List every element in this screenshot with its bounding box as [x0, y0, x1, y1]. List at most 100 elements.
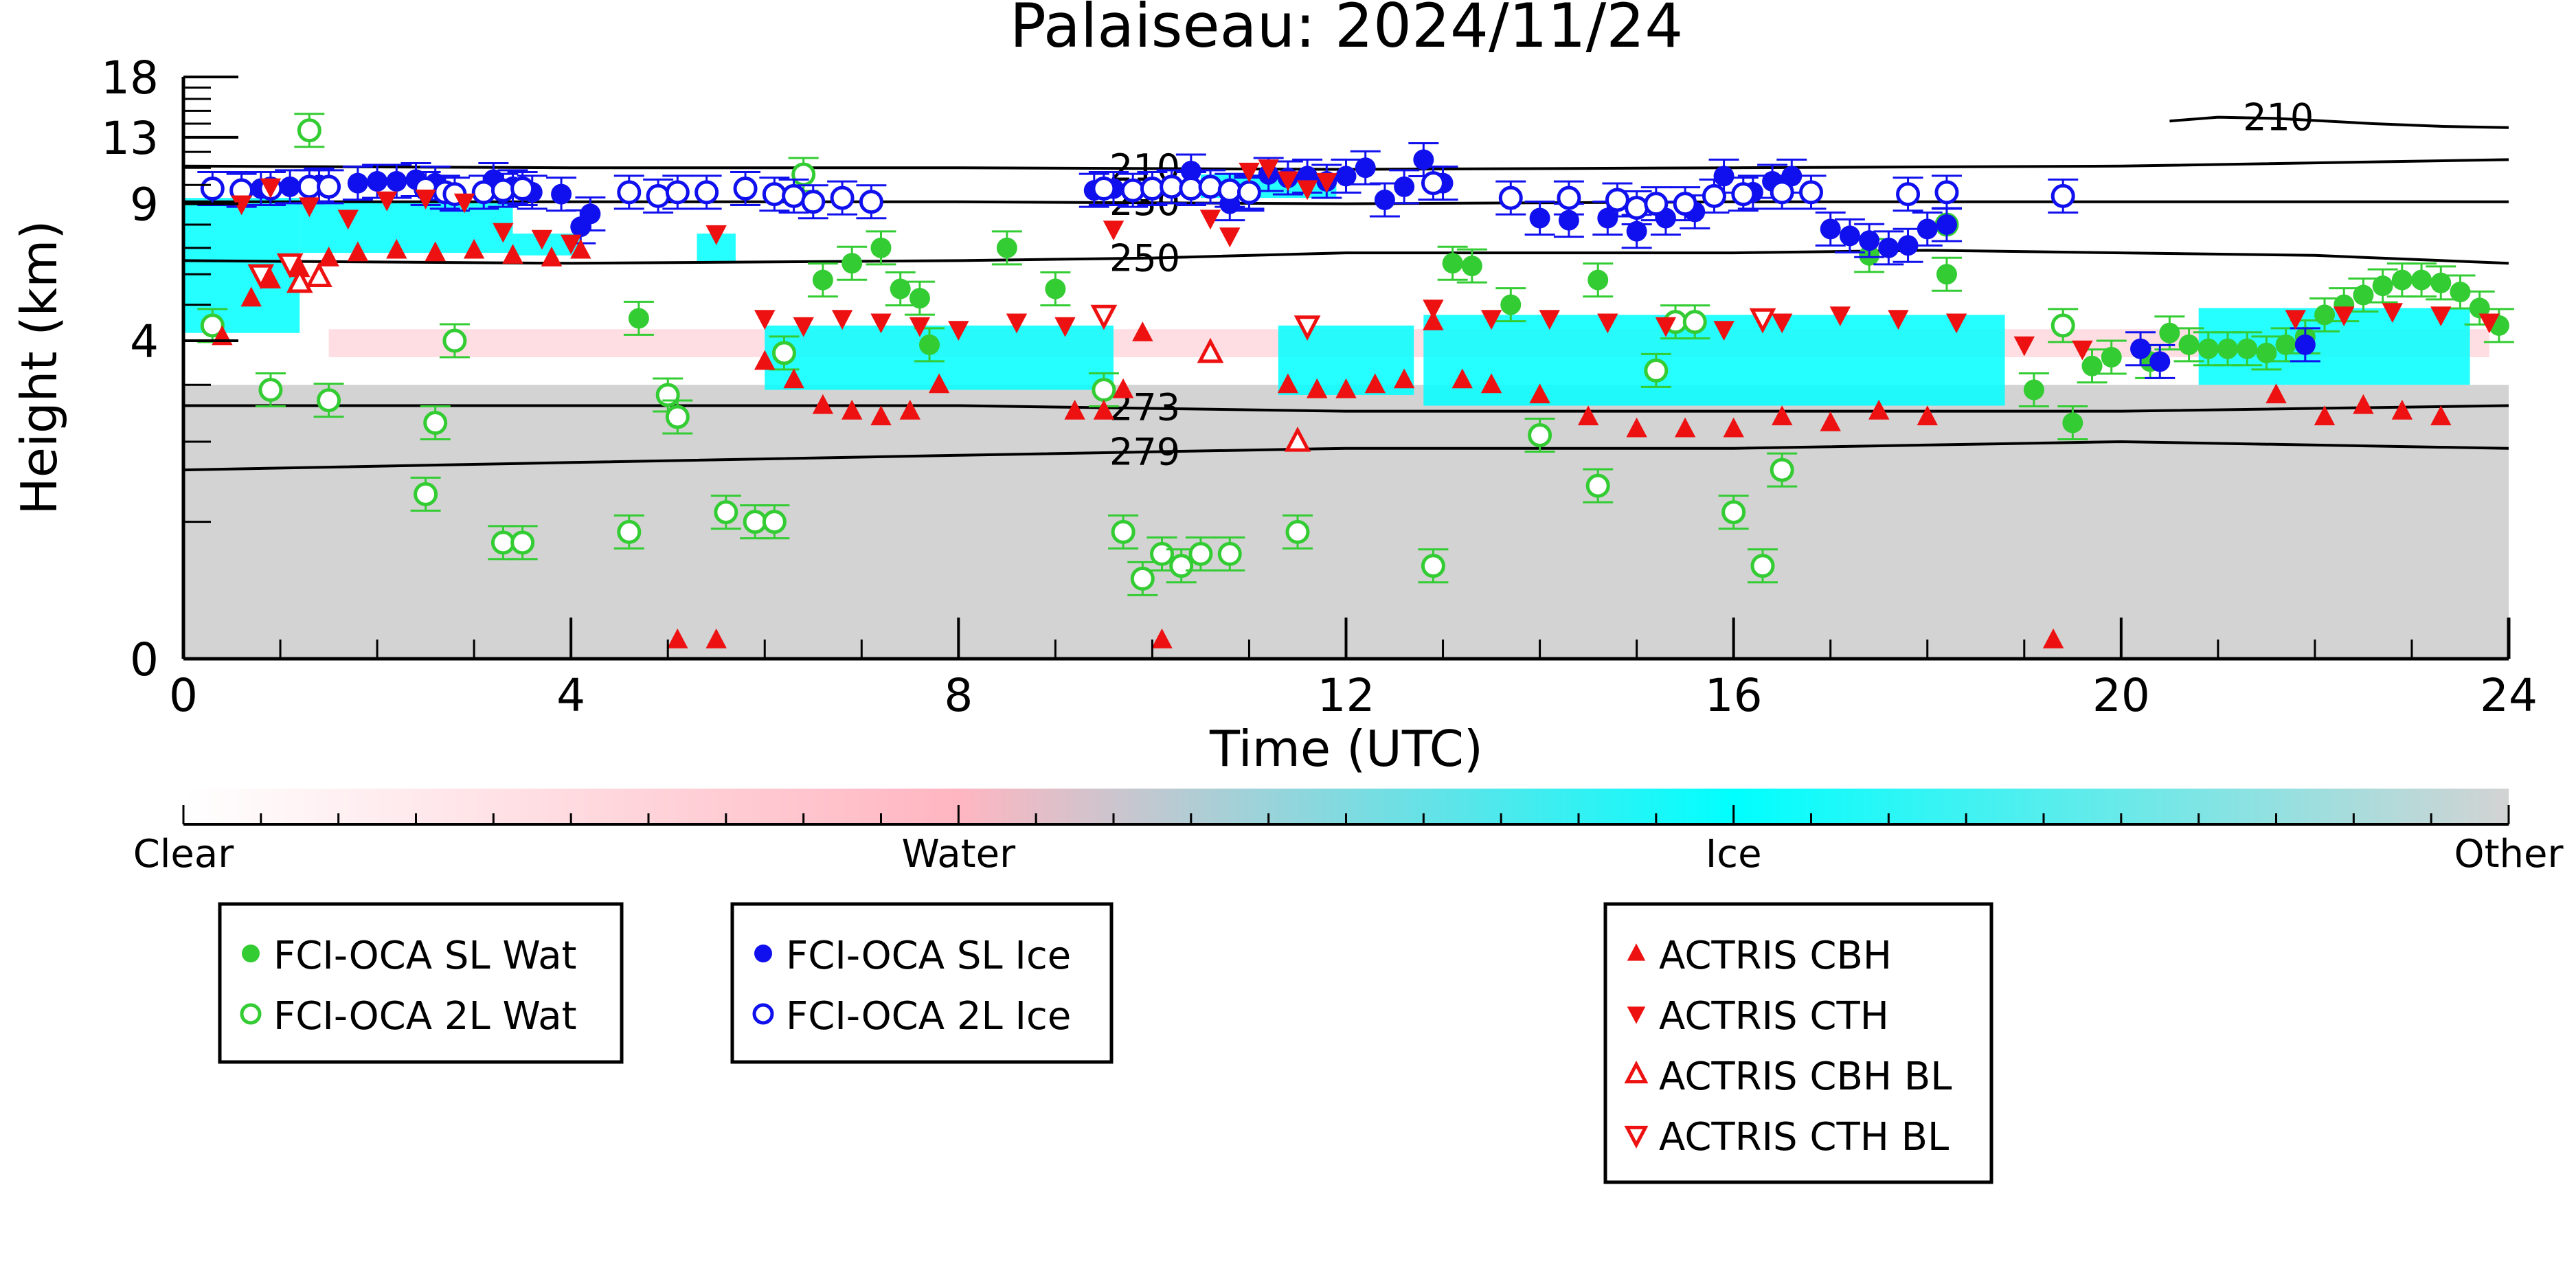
data-point: [471, 180, 496, 205]
data-point: [870, 237, 892, 258]
data-point: [1335, 166, 1357, 187]
data-point: [386, 171, 407, 192]
legend-label: ACTRIS CTH: [1659, 994, 1889, 1039]
legend-box: ACTRIS CBH ACTRIS CTH ACTRIS CBH BL ACTRIS …: [1603, 902, 1993, 1184]
data-point: [2081, 355, 2103, 376]
data-point: [1577, 405, 1599, 426]
data-point: [1585, 473, 1610, 498]
data-point: [909, 317, 931, 337]
legend-label: FCI-OCA SL Wat: [273, 934, 577, 978]
data-point: [1199, 210, 1221, 230]
data-point: [1092, 176, 1116, 201]
data-point: [231, 195, 252, 216]
data-point: [2072, 340, 2093, 361]
data-point: [743, 510, 767, 534]
data-point: [705, 628, 727, 648]
data-point: [1132, 321, 1153, 341]
data-point: [2042, 628, 2064, 648]
data-point: [2450, 282, 2471, 303]
x-axis-label: Time (UTC): [1209, 720, 1483, 778]
data-point: [948, 321, 969, 341]
data-point: [617, 519, 642, 544]
data-point: [1217, 541, 1242, 566]
colorbar-label: Clear: [133, 832, 234, 877]
data-point: [705, 225, 727, 245]
data-point: [762, 182, 787, 207]
data-point: [260, 268, 282, 289]
y-tick-label: 4: [130, 315, 159, 368]
data-point: [754, 350, 776, 370]
data-point: [1198, 174, 1223, 199]
data-point: [667, 628, 688, 648]
x-tick-label: 8: [944, 669, 973, 722]
data-point: [1284, 426, 1311, 452]
y-tick-label: 9: [130, 179, 159, 231]
x-tick-label: 0: [169, 669, 198, 722]
data-point: [299, 197, 320, 218]
series-actris-cth-bl: [247, 253, 1776, 341]
data-point: [733, 176, 758, 201]
data-point: [317, 388, 341, 413]
data-point: [1820, 411, 1841, 431]
data-point: [1917, 405, 1938, 426]
data-point: [1151, 628, 1173, 648]
data-point: [425, 241, 446, 262]
data-point: [830, 185, 855, 210]
data-point: [1480, 310, 1502, 330]
data-point: [280, 176, 301, 197]
data-point: [1355, 157, 1376, 179]
data-point: [376, 191, 398, 212]
ice-region: [300, 201, 513, 253]
data-point: [1169, 554, 1194, 578]
data-point: [1423, 310, 1444, 330]
data-point: [510, 176, 535, 201]
data-point: [1597, 313, 1618, 334]
data-point: [628, 308, 649, 329]
data-point: [2256, 342, 2277, 363]
data-point: [1442, 253, 1463, 274]
data-point: [2411, 269, 2432, 291]
data-point: [1597, 207, 1618, 229]
data-point: [909, 288, 930, 309]
contour-line: [183, 404, 2509, 413]
data-point: [1112, 378, 1134, 398]
data-point: [812, 394, 834, 414]
x-tick-label: 4: [556, 669, 585, 722]
ice-region: [183, 198, 300, 333]
data-point: [289, 257, 310, 278]
legend-box: FCI-OCA SL Wat FCI-OCA 2L Wat: [218, 902, 624, 1064]
data-point: [1140, 176, 1164, 201]
data-point: [791, 162, 816, 187]
data-point: [2101, 347, 2122, 368]
data-point: [1236, 180, 1261, 205]
data-point: [831, 310, 853, 330]
data-point: [1936, 264, 1957, 285]
legend-label: FCI-OCA 2L Wat: [273, 994, 577, 1039]
data-point: [1723, 417, 1744, 438]
x-tick-label: 12: [1318, 669, 1375, 722]
y-axis-label: Height (km): [10, 221, 68, 515]
data-point: [694, 180, 719, 205]
y-tick-label: 0: [130, 633, 159, 686]
data-point: [541, 246, 563, 267]
data-point: [890, 278, 911, 300]
contour-label: 279: [1109, 431, 1180, 474]
contour-label: 250: [1109, 236, 1180, 280]
data-point: [570, 238, 591, 259]
data-point: [996, 237, 1017, 258]
data-point: [1868, 399, 1890, 420]
data-point: [1674, 417, 1696, 438]
colorbar-label: Other: [2454, 832, 2564, 877]
data-point: [714, 500, 738, 525]
data-point: [297, 118, 321, 143]
legend-marker: [240, 1003, 262, 1025]
data-point: [318, 246, 339, 267]
data-point: [1626, 221, 1647, 242]
data-point: [531, 229, 553, 250]
data-point: [928, 373, 950, 394]
data-point: [1936, 214, 1957, 235]
data-point: [1120, 178, 1145, 203]
legend-marker: [754, 945, 772, 962]
data-point: [1160, 174, 1184, 199]
data-point: [551, 183, 572, 205]
